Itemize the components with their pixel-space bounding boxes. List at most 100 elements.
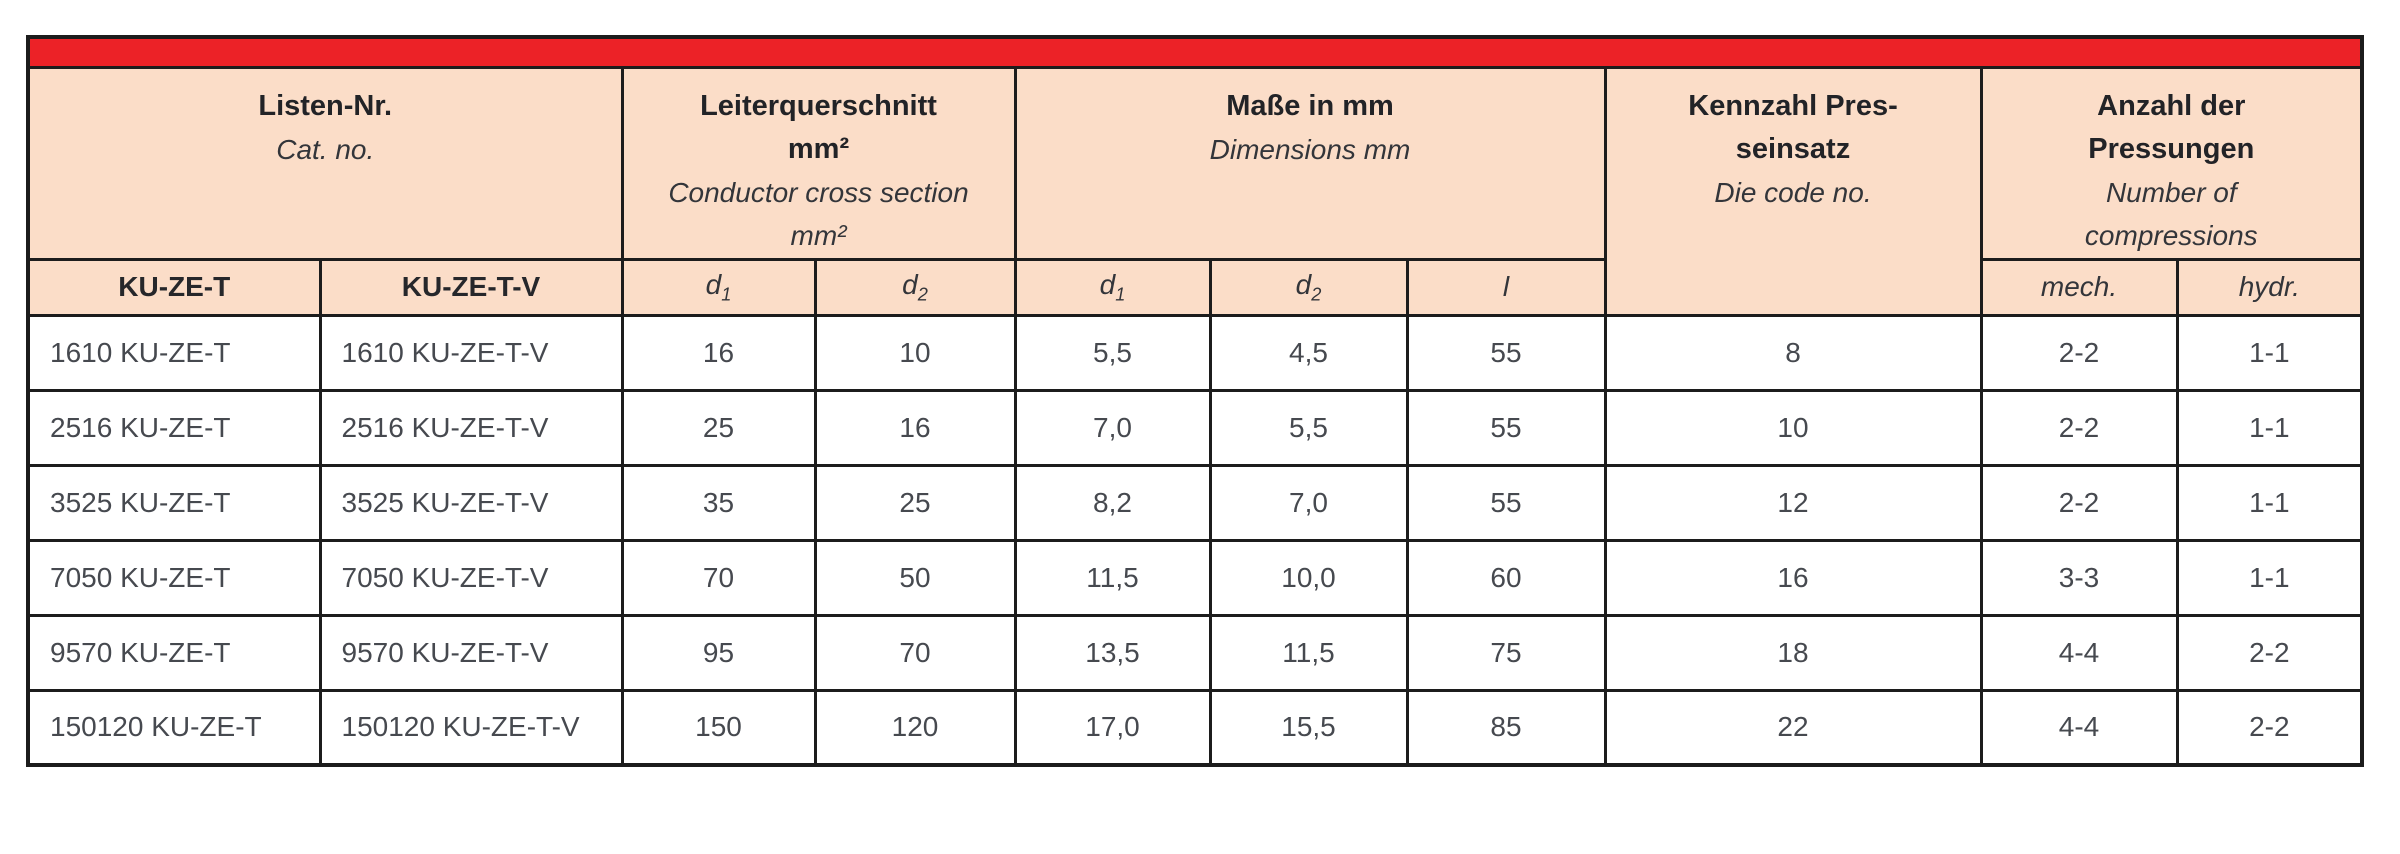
cell-cross-section-d1: 16	[620, 313, 817, 392]
table-row: 3525 KU-ZE-T 3525 KU-ZE-T-V 35 25 8,2 7,…	[26, 463, 2364, 542]
cell-dimension-d1: 11,5	[1013, 538, 1212, 617]
group-header-conductor-cross-section: Leiterquerschnitt mm² Conductor cross se…	[620, 65, 1017, 261]
group-title-de: seinsatz	[1735, 132, 1851, 165]
cell-ku-ze-t-v: 7050 KU-ZE-T-V	[318, 538, 624, 617]
cell-ku-ze-t-v: 9570 KU-ZE-T-V	[318, 613, 624, 692]
cell-die-code: 10	[1603, 388, 1983, 467]
cell-dimension-d1: 8,2	[1013, 463, 1212, 542]
cell-cross-section-d2: 16	[813, 388, 1017, 467]
d-symbol: d	[1099, 268, 1116, 300]
group-header-number-of-compressions: Anzahl der Pressungen Number of compress…	[1979, 65, 2364, 261]
cell-hydr: 2-2	[2175, 613, 2364, 692]
sub-header-row: KU-ZE-T KU-ZE-T-V d1 d2 d1 d2 l mech. hy…	[26, 257, 2364, 317]
group-title-de: Pressungen	[2088, 132, 2255, 165]
cell-ku-ze-t: 150120 KU-ZE-T	[26, 688, 322, 767]
cell-dimension-l: 55	[1405, 313, 1607, 392]
cell-ku-ze-t: 1610 KU-ZE-T	[26, 313, 322, 392]
cell-cross-section-d1: 70	[620, 538, 817, 617]
cell-cross-section-d2: 120	[813, 688, 1017, 767]
cell-ku-ze-t-v: 3525 KU-ZE-T-V	[318, 463, 624, 542]
cell-mech: 2-2	[1979, 388, 2179, 467]
cell-dimension-d2: 5,5	[1208, 388, 1409, 467]
cell-mech: 2-2	[1979, 463, 2179, 542]
cell-mech: 3-3	[1979, 538, 2179, 617]
cell-dimension-d2: 7,0	[1208, 463, 1409, 542]
cell-dimension-d1: 5,5	[1013, 313, 1212, 392]
accent-band-row	[26, 35, 2364, 69]
cell-dimension-d2: 10,0	[1208, 538, 1409, 617]
cell-dimension-d2: 15,5	[1208, 688, 1409, 767]
cell-cross-section-d2: 50	[813, 538, 1017, 617]
spec-table: Listen-Nr. Cat. no. Leiterquerschnitt mm…	[26, 35, 2365, 767]
cell-cross-section-d1: 25	[620, 388, 817, 467]
cell-dimension-l: 55	[1405, 463, 1607, 542]
cell-dimension-d1: 13,5	[1013, 613, 1212, 692]
cell-ku-ze-t: 2516 KU-ZE-T	[26, 388, 322, 467]
cell-mech: 2-2	[1979, 313, 2179, 392]
table-row: 9570 KU-ZE-T 9570 KU-ZE-T-V 95 70 13,5 1…	[26, 613, 2364, 692]
group-header-row: Listen-Nr. Cat. no. Leiterquerschnitt mm…	[26, 65, 2364, 317]
cell-ku-ze-t: 3525 KU-ZE-T	[26, 463, 322, 542]
cell-cross-section-d2: 10	[813, 313, 1017, 392]
cell-cross-section-d2: 25	[813, 463, 1017, 542]
table-row: 1610 KU-ZE-T 1610 KU-ZE-T-V 16 10 5,5 4,…	[26, 313, 2364, 392]
group-title-de: mm²	[787, 132, 850, 165]
cell-dimension-d2: 11,5	[1208, 613, 1409, 692]
cell-dimension-d2: 4,5	[1208, 313, 1409, 392]
subheader-mech: mech.	[1979, 257, 2179, 317]
cell-ku-ze-t-v: 150120 KU-ZE-T-V	[318, 688, 624, 767]
cell-die-code: 18	[1603, 613, 1983, 692]
subheader-length-l: l	[1405, 257, 1607, 317]
cell-ku-ze-t-v: 2516 KU-ZE-T-V	[318, 388, 624, 467]
group-title-en: Cat. no.	[276, 133, 375, 165]
group-title-en: Conductor cross section	[668, 176, 969, 208]
red-accent-band	[26, 35, 2364, 69]
cell-ku-ze-t: 9570 KU-ZE-T	[26, 613, 322, 692]
cell-hydr: 1-1	[2175, 313, 2364, 392]
cell-dimension-l: 55	[1405, 388, 1607, 467]
cell-die-code: 22	[1603, 688, 1983, 767]
cell-dimension-d1: 17,0	[1013, 688, 1212, 767]
subheader-cross-section-d1: d1	[620, 257, 817, 317]
group-title-de: Anzahl der	[2097, 89, 2246, 122]
group-title-en: Dimensions mm	[1209, 133, 1411, 165]
cell-hydr: 2-2	[2175, 688, 2364, 767]
table-row: 150120 KU-ZE-T 150120 KU-ZE-T-V 150 120 …	[26, 688, 2364, 767]
group-title-en: Number of	[2105, 176, 2237, 208]
cell-die-code: 12	[1603, 463, 1983, 542]
catalog-page: Listen-Nr. Cat. no. Leiterquerschnitt mm…	[0, 35, 2400, 854]
d-subscript: 1	[1115, 284, 1126, 305]
cell-die-code: 8	[1603, 313, 1983, 392]
cell-dimension-l: 75	[1405, 613, 1607, 692]
cell-hydr: 1-1	[2175, 538, 2364, 617]
d-symbol: d	[1295, 268, 1312, 300]
group-header-die-code: Kennzahl Pres- seinsatz Die code no.	[1603, 65, 1983, 317]
subheader-cross-section-d2: d2	[813, 257, 1017, 317]
cell-cross-section-d2: 70	[813, 613, 1017, 692]
group-title-de: Listen-Nr.	[258, 89, 393, 122]
d-subscript: 2	[917, 284, 928, 305]
subheader-dimension-d1: d1	[1013, 257, 1212, 317]
group-title-de: Maße in mm	[1226, 89, 1394, 122]
group-title-de: Kennzahl Pres-	[1688, 89, 1898, 122]
cell-hydr: 1-1	[2175, 388, 2364, 467]
subheader-dimension-d2: d2	[1208, 257, 1409, 317]
cell-mech: 4-4	[1979, 688, 2179, 767]
cell-hydr: 1-1	[2175, 463, 2364, 542]
cell-die-code: 16	[1603, 538, 1983, 617]
d-subscript: 2	[1311, 284, 1322, 305]
group-header-cat-no: Listen-Nr. Cat. no.	[26, 65, 624, 261]
cell-ku-ze-t-v: 1610 KU-ZE-T-V	[318, 313, 624, 392]
d-symbol: d	[705, 268, 722, 300]
group-header-dimensions: Maße in mm Dimensions mm	[1013, 65, 1607, 261]
group-title-en: compressions	[2084, 219, 2258, 251]
cell-cross-section-d1: 35	[620, 463, 817, 542]
table-row: 2516 KU-ZE-T 2516 KU-ZE-T-V 25 16 7,0 5,…	[26, 388, 2364, 467]
cell-dimension-l: 60	[1405, 538, 1607, 617]
cell-cross-section-d1: 150	[620, 688, 817, 767]
subheader-ku-ze-t: KU-ZE-T	[26, 257, 322, 317]
cell-mech: 4-4	[1979, 613, 2179, 692]
cell-ku-ze-t: 7050 KU-ZE-T	[26, 538, 322, 617]
d-symbol: d	[902, 268, 918, 300]
d-subscript: 1	[721, 284, 732, 305]
